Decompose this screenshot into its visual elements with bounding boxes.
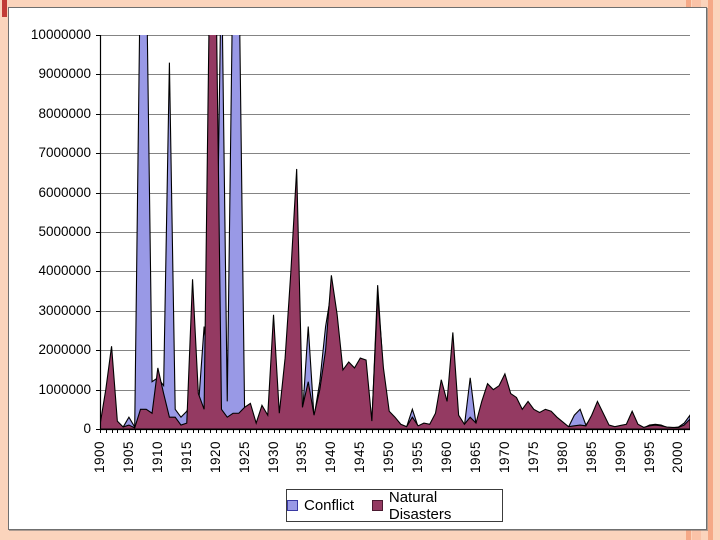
x-axis-label: 1905 (120, 440, 136, 473)
accent-mark (2, 0, 7, 17)
x-axis-label: 1975 (525, 440, 541, 473)
x-axis-label: 1965 (467, 440, 483, 473)
x-axis-label: 2000 (670, 440, 686, 473)
decorative-stripe (708, 0, 713, 540)
x-axis-label: 1945 (352, 440, 368, 473)
y-axis-label: 10000000 (30, 27, 91, 42)
area-chart-plot (96, 35, 690, 433)
x-axis-label: 1925 (236, 440, 252, 473)
x-axis-label: 1900 (92, 440, 107, 473)
y-axis-label: 2000000 (38, 342, 91, 358)
legend-label-natural-disasters: Natural Disasters (388, 488, 452, 523)
x-axis-label: 1915 (178, 440, 194, 473)
y-axis-label: 4000000 (38, 263, 91, 279)
natural-disasters-series-marker-icon (372, 500, 383, 511)
x-axis-label: 1985 (583, 440, 599, 473)
y-axis-label: 6000000 (38, 184, 91, 200)
area-series-natural-disasters (100, 35, 690, 429)
x-axis-label: 1920 (207, 440, 223, 473)
x-axis-label: 1940 (323, 440, 339, 473)
x-axis-label: 1950 (381, 440, 397, 473)
y-axis-label: 7000000 (38, 145, 91, 161)
y-axis-label: 9000000 (38, 66, 91, 82)
legend-item-conflict: Conflict (287, 497, 354, 514)
conflict-series-marker-icon (287, 500, 298, 511)
y-axis-label: 3000000 (38, 302, 91, 318)
y-axis-label: 5000000 (38, 224, 91, 239)
x-axis-label: 1970 (496, 440, 512, 473)
y-axis-label: 0 (83, 421, 91, 436)
chart-legend: Conflict Natural Disasters (286, 489, 503, 523)
x-axis-label: 1980 (554, 440, 570, 473)
y-axis-label: 8000000 (38, 105, 91, 121)
x-axis-label: 1960 (439, 440, 455, 473)
x-axis-label: 1930 (265, 440, 281, 473)
legend-label-conflict: Conflict (304, 497, 355, 514)
x-axis-label: 1910 (149, 440, 165, 473)
x-axis-label: 1935 (294, 440, 310, 473)
y-axis-label: 1000000 (38, 381, 91, 397)
x-axis-label: 1990 (612, 440, 628, 473)
x-axis-label: 1955 (410, 440, 426, 473)
legend-item-natural-disasters: Natural Disasters (372, 489, 502, 523)
chart-area: 10000000 9000000 8000000 7000000 6000000 5000… (8, 7, 707, 530)
x-axis-label: 1995 (641, 440, 657, 473)
